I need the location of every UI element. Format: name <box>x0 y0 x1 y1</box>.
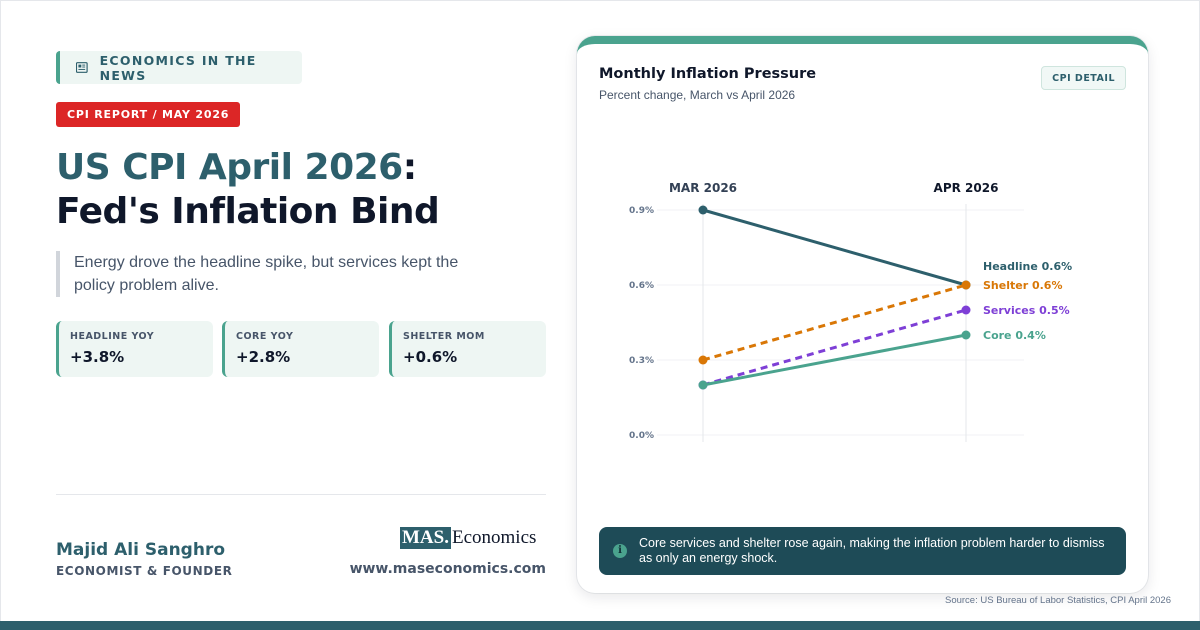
stat-card-headline-yoy: HEADLINE YOY +3.8% <box>56 321 213 377</box>
data-point-headline <box>698 205 708 215</box>
series-end-label: Shelter 0.6% <box>983 279 1062 292</box>
series-line-services <box>702 308 967 387</box>
series-end-label: Core 0.4% <box>983 329 1046 342</box>
info-icon: i <box>613 544 627 558</box>
report-badge: CPI REPORT / MAY 2026 <box>56 102 241 127</box>
insight-note: i Core services and shelter rose again, … <box>599 527 1126 575</box>
cpi-detail-button[interactable]: CPI DETAIL <box>1041 66 1126 90</box>
title-colon: : <box>402 147 417 188</box>
y-tick-label: 0.3% <box>629 356 654 366</box>
title-line-1: US CPI April 2026: <box>56 146 439 190</box>
y-tick-label: 0.6% <box>629 281 654 291</box>
logo-economics: Economics <box>451 527 537 548</box>
logo-mas: MAS. <box>400 527 451 549</box>
bottom-accent-bar <box>0 621 1200 630</box>
data-point-services <box>961 305 971 315</box>
series-line-headline <box>701 208 968 287</box>
stat-card-shelter-mom: SHELTER MOM +0.6% <box>389 321 546 377</box>
series-line-core <box>701 333 968 387</box>
section-pill: ECONOMICS IN THE NEWS <box>56 51 302 84</box>
website-link[interactable]: www.maseconomics.com <box>349 561 546 577</box>
stat-label: HEADLINE YOY <box>70 331 155 342</box>
source-note: Source: US Bureau of Labor Statistics, C… <box>944 595 1171 606</box>
stat-value: +0.6% <box>403 348 458 366</box>
series-end-label: Headline 0.6% <box>983 260 1072 273</box>
data-point-shelter <box>961 280 971 290</box>
chart-title: Monthly Inflation Pressure <box>599 66 817 82</box>
data-point-core <box>698 380 708 390</box>
line-chart: 0.9% 0.6% 0.3% 0.0% MAR 2026 APR 2026 Headline… <box>629 181 1072 442</box>
data-point-core <box>961 330 971 340</box>
series-line-shelter <box>702 283 967 362</box>
insight-note-text: Core services and shelter rose again, ma… <box>639 536 1105 565</box>
stat-label: CORE YOY <box>236 331 294 342</box>
brand-logo: MAS. Economics <box>400 527 536 549</box>
newspaper-icon <box>76 62 88 73</box>
title-line-1-text: US CPI April 2026 <box>56 147 403 188</box>
stat-card-core-yoy: CORE YOY +2.8% <box>222 321 379 377</box>
stat-value: +2.8% <box>236 348 291 366</box>
chart-subtitle: Percent change, March vs April 2026 <box>599 88 796 102</box>
footer-divider <box>56 494 546 495</box>
page-title: US CPI April 2026: Fed's Inflation Bind <box>56 146 440 234</box>
data-point-shelter <box>698 355 708 365</box>
author-role: ECONOMIST & FOUNDER <box>56 564 233 578</box>
x-tick-label: MAR 2026 <box>669 181 737 195</box>
stat-label: SHELTER MOM <box>403 331 485 342</box>
author-name: Majid Ali Sanghro <box>56 540 226 560</box>
summary-quote: Energy drove the headline spike, but ser… <box>56 251 496 297</box>
section-pill-label: ECONOMICS IN THE NEWS <box>99 52 257 83</box>
title-line-2: Fed's Inflation Bind <box>56 191 440 232</box>
y-tick-label: 0.0% <box>629 431 654 441</box>
x-tick-label: APR 2026 <box>934 181 999 195</box>
series-end-label: Services 0.5% <box>983 304 1070 317</box>
y-tick-label: 0.9% <box>629 206 654 216</box>
stat-value: +3.8% <box>70 348 125 366</box>
chart-card: Monthly Inflation Pressure Percent chang… <box>577 36 1148 593</box>
